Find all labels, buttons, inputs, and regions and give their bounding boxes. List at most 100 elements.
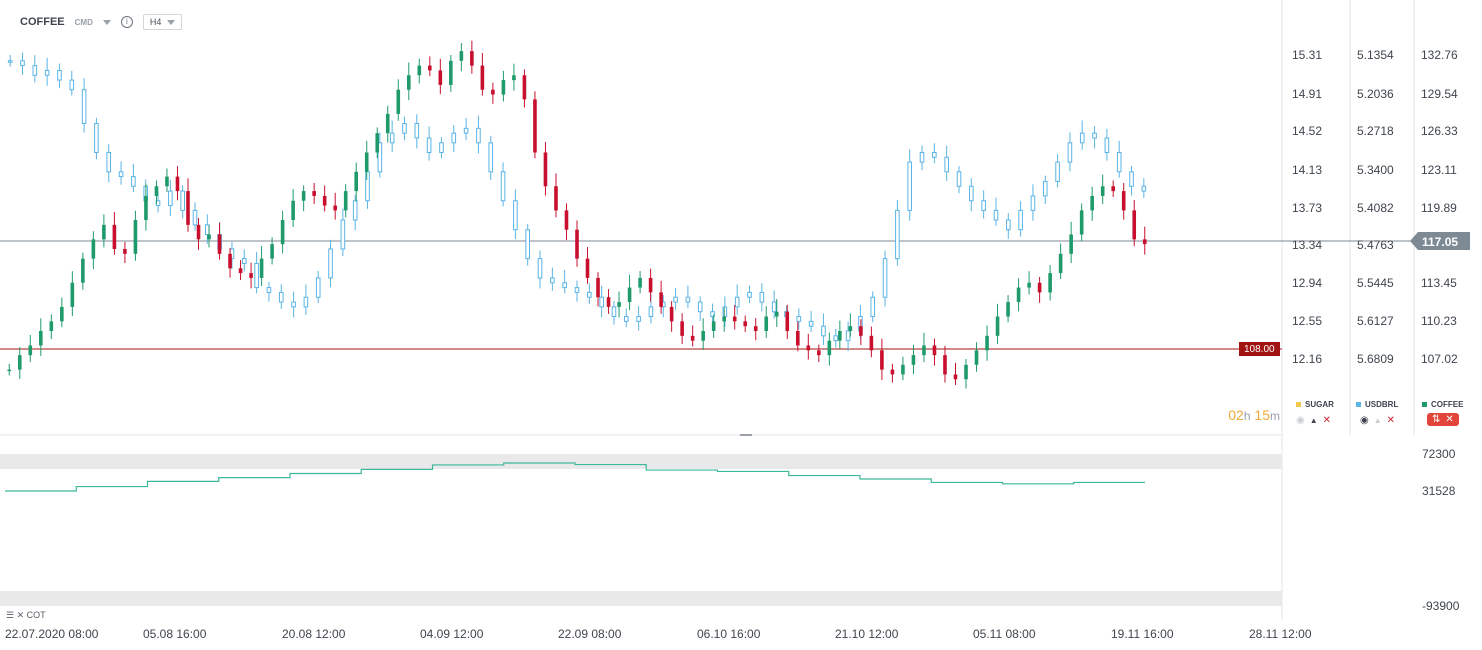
eye-icon[interactable]: ◉ <box>1360 415 1369 426</box>
candle-body <box>165 176 169 187</box>
candle-body <box>270 244 274 259</box>
candle-body <box>732 316 737 322</box>
candle-body <box>303 296 309 308</box>
candle-body <box>697 301 703 313</box>
close-icon[interactable]: ✕ <box>1445 414 1454 425</box>
candle-body <box>722 316 726 322</box>
candle-body <box>451 132 457 144</box>
candle-body <box>907 161 913 211</box>
candle-body <box>7 60 13 63</box>
resize-handle <box>740 434 752 436</box>
candle-body <box>669 306 674 322</box>
candle-body <box>428 65 432 71</box>
candle-body <box>711 321 716 332</box>
usdbrl-tick-label: 5.2036 <box>1357 87 1394 101</box>
price-tick-label: 12.94 <box>1292 276 1322 290</box>
candle-body <box>599 296 604 308</box>
cot-indicator: 72300 31528 -93900 <box>0 447 1460 613</box>
candle-body <box>144 195 148 221</box>
candle-body <box>94 123 99 153</box>
candle-body <box>375 133 380 153</box>
candle-body <box>44 69 50 76</box>
candle-body <box>743 321 748 327</box>
candle-body <box>944 156 949 173</box>
candle-body <box>880 350 884 370</box>
candle-body <box>1069 234 1073 254</box>
candle-body <box>512 75 516 81</box>
candle-body <box>919 151 925 163</box>
timeframe-value: H4 <box>149 17 162 27</box>
candle-body <box>953 374 958 380</box>
candle-body <box>806 345 811 351</box>
close-icon[interactable]: ✕ <box>1386 415 1396 426</box>
info-icon[interactable]: i <box>120 16 133 28</box>
time-tick-label: 22.07.2020 08:00 <box>5 627 99 641</box>
candle-body <box>81 258 85 283</box>
time-tick-label: 20.08 12:00 <box>282 627 346 641</box>
candle-body <box>402 123 407 134</box>
chevron-down-icon[interactable] <box>102 19 111 25</box>
candle-body <box>1116 151 1122 173</box>
price-tick-label: 13.73 <box>1292 201 1322 215</box>
candle-body <box>17 355 22 370</box>
candle-body <box>995 316 1000 336</box>
candle-body <box>1079 210 1084 235</box>
coffee-tick-label: 132.76 <box>1421 48 1458 62</box>
candle-body <box>685 296 691 303</box>
candle-body <box>343 191 348 211</box>
candle-body <box>673 296 678 303</box>
candle-body <box>747 291 752 298</box>
price-tick-label: 15.31 <box>1292 48 1322 62</box>
candle-body <box>1090 195 1094 211</box>
adjust-icon[interactable]: ⇅ <box>1432 414 1441 425</box>
candle-body <box>764 316 769 332</box>
candle-body <box>525 229 531 260</box>
candle-body <box>131 176 136 187</box>
close-icon[interactable]: ✕ <box>16 610 25 620</box>
candle-body <box>175 176 180 192</box>
usdbrl-candles <box>7 52 1147 352</box>
candle-body <box>312 191 316 196</box>
candle-body <box>278 291 284 303</box>
eye-icon[interactable]: ◉ <box>1296 415 1305 426</box>
candle-body <box>133 220 138 254</box>
candle-body <box>70 282 75 307</box>
candle-body <box>564 210 569 230</box>
candle-body <box>207 234 211 240</box>
symbol-name[interactable]: COFFEE <box>20 16 65 28</box>
candle-body <box>180 190 185 211</box>
menu-icon[interactable]: ☰ <box>6 610 15 620</box>
candle-body <box>533 99 537 153</box>
candle-body <box>785 311 790 332</box>
candle-body <box>168 190 173 207</box>
candle-body <box>833 335 839 342</box>
candle-body <box>611 306 617 318</box>
candle-body <box>38 331 43 346</box>
candle-body <box>870 296 876 318</box>
candle-body <box>759 291 765 303</box>
candle-body <box>1030 195 1036 211</box>
candle-body <box>196 224 201 240</box>
candle-body <box>795 331 800 346</box>
timeframe-select[interactable]: H4 <box>142 14 183 30</box>
coffee-controls[interactable]: ⇅ ✕ <box>1427 413 1459 426</box>
sort-icon[interactable]: ▲ <box>1373 416 1382 425</box>
price-tick-label: 12.55 <box>1292 314 1322 328</box>
price-tick-label: 14.91 <box>1292 87 1322 101</box>
candle-body <box>796 316 802 322</box>
legend-sugar[interactable]: SUGAR <box>1296 400 1334 409</box>
candle-body <box>102 224 106 240</box>
candle-body <box>587 291 592 298</box>
legend-usdbrl[interactable]: USDBRL <box>1356 400 1398 409</box>
legend-coffee[interactable]: COFFEE <box>1422 400 1463 409</box>
candle-body <box>385 113 390 134</box>
candle-body <box>848 326 853 332</box>
coffee-tick-label: 119.89 <box>1421 201 1457 215</box>
time-tick-label: 04.09 12:00 <box>420 627 484 641</box>
sort-icon[interactable]: ▲ <box>1309 416 1318 425</box>
candle-body <box>701 331 705 341</box>
close-icon[interactable]: ✕ <box>1322 415 1332 426</box>
candle-body <box>585 258 590 278</box>
chart-header: COFFEE CMD i H4 <box>20 14 183 30</box>
